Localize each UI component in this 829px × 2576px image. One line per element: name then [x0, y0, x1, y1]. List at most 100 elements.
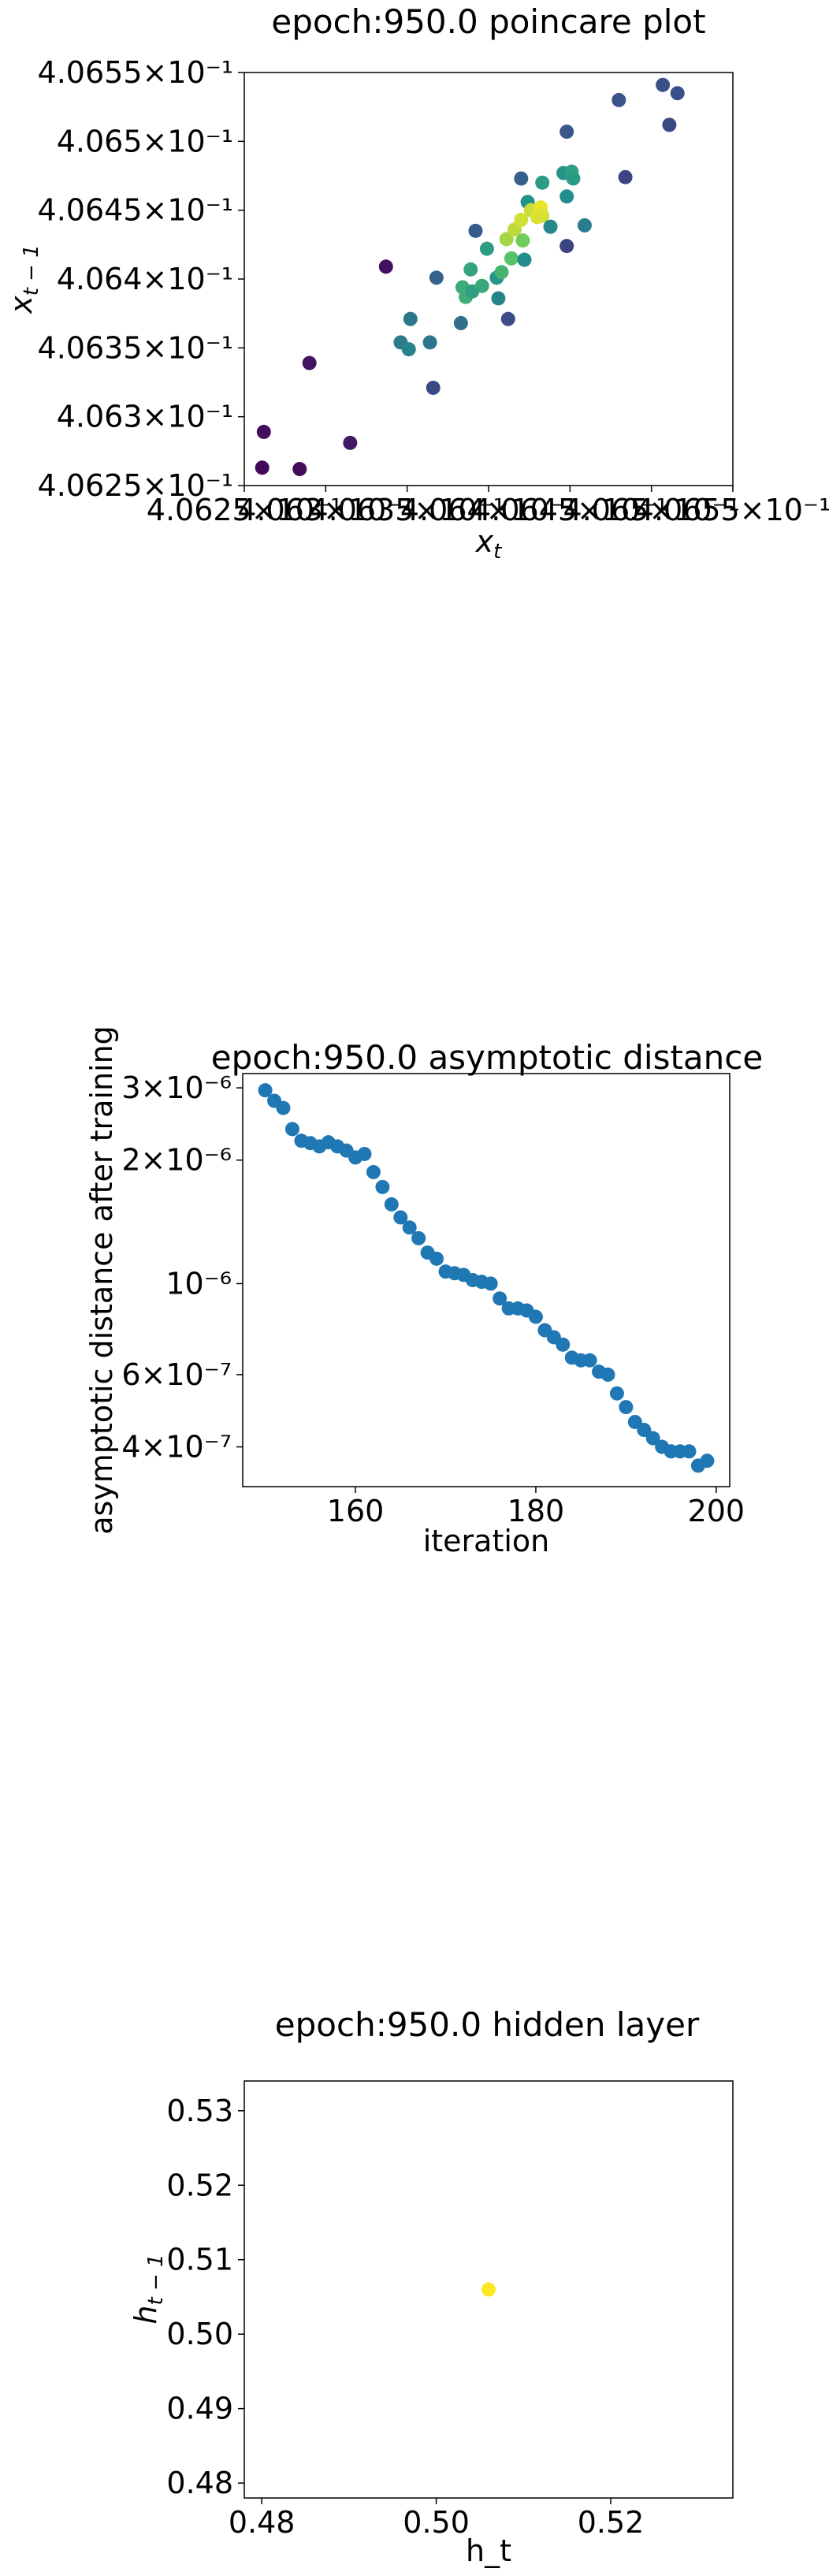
scatter-point: [429, 270, 444, 285]
y-tick-label: 0.49: [166, 2392, 233, 2426]
y-axis-label: asymptotic distance after training: [84, 1026, 119, 1535]
scatter-point: [582, 1353, 597, 1368]
scatter-point: [403, 311, 418, 326]
x-tick-label: 4.065×10⁻¹: [563, 493, 740, 527]
scatter-point: [670, 86, 685, 101]
scatter-point: [357, 1146, 372, 1161]
chart-title: epoch:950.0 hidden layer: [275, 2005, 700, 2044]
y-tick-label: 4.0625×10⁻¹: [38, 468, 233, 503]
x-tick-label: 160: [327, 1494, 385, 1528]
x-tick-label: 4.064×10⁻¹: [400, 493, 577, 527]
scatter-point: [515, 233, 530, 248]
scatter-point: [453, 315, 468, 330]
scatter-point: [426, 380, 441, 395]
scatter-point: [375, 1179, 390, 1194]
y-tick-label: 0.51: [166, 2243, 233, 2277]
plot-area-frame: [243, 2080, 734, 2499]
scatter-point: [517, 252, 532, 267]
y-tick-label: 4.0645×10⁻¹: [38, 193, 233, 228]
scatter-point: [481, 2282, 496, 2297]
scatter-point: [618, 169, 633, 184]
scatter-point: [559, 239, 574, 254]
x-tick-label: 4.063×10⁻¹: [237, 493, 414, 527]
y-tick-label: 4.064×10⁻¹: [57, 262, 233, 296]
scatter-point: [637, 1423, 652, 1438]
scatter-point: [393, 1210, 408, 1225]
y-tick-label: 0.48: [166, 2466, 233, 2500]
scatter-point: [494, 265, 509, 280]
scatter-points: [258, 1083, 715, 1473]
plot-area-frame: [243, 72, 734, 486]
y-tick-label: 3×10⁻⁶: [121, 1070, 232, 1105]
scatter-point: [483, 1276, 498, 1291]
scatter-point: [577, 218, 592, 233]
scatter-point: [504, 251, 519, 266]
scatter-point: [500, 311, 515, 326]
scatter-point: [491, 291, 506, 306]
y-tick-label: 0.53: [166, 2094, 233, 2128]
scatter-point: [543, 219, 558, 234]
poincare-plot-chart: epoch:950.0 poincare plot 4.0625×10⁻¹4.0…: [4, 2, 829, 564]
y-tick-label: 10⁻⁶: [165, 1266, 232, 1301]
scatter-point: [656, 77, 671, 92]
x-tick-label: 4.0625×10⁻¹: [147, 493, 342, 527]
scatter-point: [429, 1251, 444, 1266]
y-tick-label: 0.52: [166, 2168, 233, 2202]
scatter-point: [559, 125, 574, 140]
scatter-point: [343, 435, 358, 450]
scatter-point: [645, 1431, 660, 1446]
scatter-point: [535, 208, 550, 223]
scatter-point: [682, 1444, 697, 1459]
x-tick-label: 180: [507, 1494, 565, 1528]
x-tick-label: 4.0655×10⁻¹: [635, 493, 829, 527]
x-tick-label: 4.0645×10⁻¹: [472, 493, 667, 527]
y-tick-label: 4×10⁻⁷: [121, 1430, 232, 1465]
scatter-point: [366, 1164, 381, 1179]
scatter-point: [302, 356, 317, 370]
scatter-point: [411, 1230, 426, 1245]
y-tick-label: 4.0655×10⁻¹: [38, 55, 233, 90]
scatter-point: [256, 424, 271, 439]
chart-title: epoch:950.0 asymptotic distance: [211, 1038, 763, 1077]
scatter-point: [556, 1337, 571, 1352]
scatter-point: [479, 241, 494, 256]
axis-ticks: 0.48 0.50 0.52 0.48 0.49 0.50 0.51 0.52 0.53: [166, 2094, 644, 2540]
scatter-point: [619, 1400, 634, 1415]
scatter-point: [422, 335, 437, 350]
x-axis-label: h_t: [466, 2533, 511, 2568]
x-axis-label: xt: [475, 524, 503, 564]
scatter-point: [566, 171, 581, 186]
scatter-point: [468, 223, 483, 238]
scatter-point: [284, 1122, 299, 1137]
chart-title: epoch:950.0 poincare plot: [271, 2, 705, 41]
scatter-point: [662, 117, 677, 132]
scatter-point: [463, 262, 478, 277]
x-tick-label: 0.52: [578, 2505, 645, 2540]
x-tick-label: 0.50: [403, 2505, 470, 2540]
scatter-point: [612, 92, 626, 107]
x-tick-label: 4.0635×10⁻¹: [309, 493, 504, 527]
scatter-point: [499, 232, 514, 247]
scatter-point: [378, 259, 393, 274]
hidden-layer-chart: epoch:950.0 hidden layer 0.48 0.50 0.52 0.4…: [128, 2005, 734, 2568]
plot-area-frame: [242, 1073, 730, 1487]
scatter-points: [481, 2282, 496, 2297]
scatter-point: [514, 171, 529, 186]
axis-ticks: 160 180 200 4×10⁻⁷ 6×10⁻⁷ 10⁻⁶ 2×10⁻⁶ 3×10⁻⁶: [121, 1070, 745, 1528]
scatter-point: [255, 460, 270, 475]
scatter-point: [700, 1454, 715, 1469]
scatter-point: [493, 1291, 507, 1306]
y-tick-label: 4.0635×10⁻¹: [38, 330, 233, 365]
scatter-point: [600, 1367, 615, 1382]
scatter-point: [276, 1100, 291, 1115]
scatter-point: [401, 342, 416, 357]
scatter-points: [255, 77, 685, 477]
asymptotic-distance-chart: epoch:950.0 asymptotic distance 160 180 20…: [84, 1026, 763, 1558]
scatter-point: [402, 1220, 417, 1235]
x-axis-label: iteration: [423, 1524, 550, 1558]
scatter-point: [609, 1386, 624, 1401]
scatter-point: [258, 1083, 273, 1098]
x-tick-label: 0.48: [229, 2505, 296, 2540]
scatter-point: [514, 212, 529, 227]
